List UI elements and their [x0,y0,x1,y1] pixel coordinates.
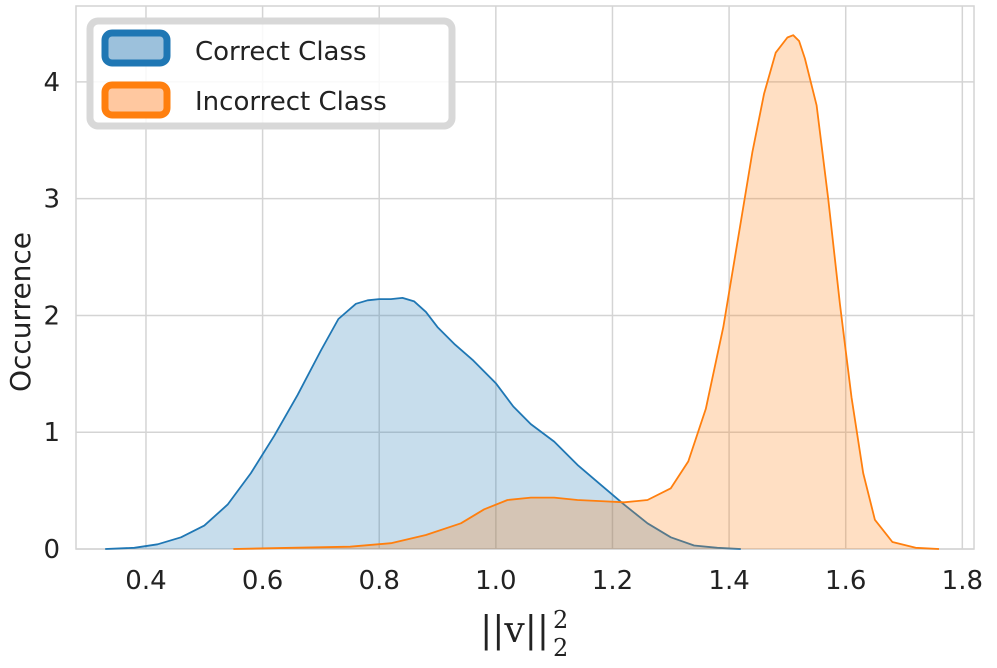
y-tick-label: 0 [43,535,60,565]
density-area-incorrect-class [233,35,939,549]
y-tick-label: 1 [43,418,60,448]
x-tick-label: 0.8 [359,566,400,596]
x-tick-label: 1.6 [825,566,866,596]
x-axis-label-main: ||v|| [480,610,549,651]
legend-frame [86,17,456,130]
density-line-incorrect-class [233,34,940,550]
y-axis-label: Occurrence [4,232,37,392]
legend-swatch-correct-class [101,29,171,67]
tick-labels: 0.4 0.6 0.8 1.0 1.2 1.4 1.6 1.8 0 1 2 3 4 [43,68,983,596]
x-tick-label: 1.8 [942,566,983,596]
y-tick-label: 3 [43,185,60,215]
y-tick-label: 4 [43,68,60,98]
x-tick-label: 0.6 [242,566,283,596]
x-tick-label: 1.0 [475,566,516,596]
x-axis-label-superscript: 2 [553,606,568,634]
density-area-correct-class [105,297,741,549]
legend-label-incorrect-class: Incorrect Class [195,87,387,117]
density-line-correct-class [105,297,741,550]
x-tick-label: 1.4 [708,566,749,596]
x-axis-label: ||v|| 2 2 [480,606,568,662]
y-tick-label: 2 [43,301,60,331]
x-tick-label: 1.2 [592,566,633,596]
x-tick-label: 0.4 [125,566,166,596]
legend-label-correct-class: Correct Class [195,37,367,67]
legend-swatch-incorrect-class [101,81,171,119]
x-axis-label-subscript: 2 [553,634,568,662]
series-group [105,34,940,550]
legend: Correct Class Incorrect Class [86,17,456,130]
